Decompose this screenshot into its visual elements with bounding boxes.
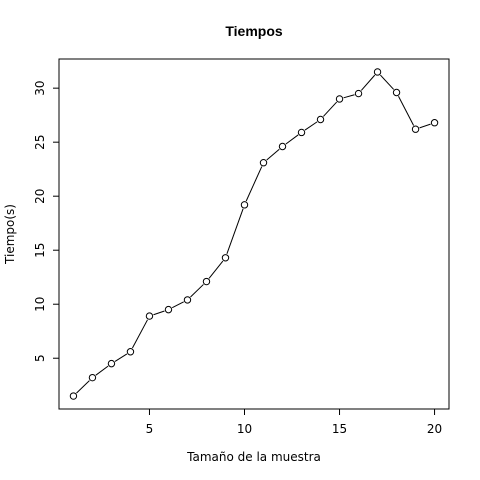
series-segment (226, 208, 244, 254)
data-point (145, 312, 154, 320)
y-tick-label: 20 (33, 189, 47, 204)
series-segment (419, 123, 431, 129)
y-axis-label: Tiempo(s) (3, 204, 17, 265)
series-segment (131, 319, 148, 349)
data-point (259, 159, 268, 167)
data-point (164, 305, 173, 314)
series-segment (323, 101, 338, 117)
series-segment (208, 260, 224, 279)
data-point (411, 125, 420, 133)
y-axis: 5 10 15 20 25 30 (33, 81, 59, 362)
series-segment (95, 365, 109, 376)
series-segment (360, 74, 376, 91)
x-tick-label: 20 (427, 422, 442, 436)
series-segment (153, 310, 165, 316)
data-point (278, 142, 287, 151)
series-segment (76, 380, 90, 394)
series-segment (380, 74, 395, 90)
plot-frame (58, 58, 450, 410)
data-point (373, 68, 382, 76)
series-segment (245, 166, 263, 202)
data-point (202, 277, 211, 286)
data-point (221, 254, 230, 262)
data-point (69, 392, 78, 400)
x-axis: 5 10 15 20 (146, 409, 442, 436)
y-tick-label: 30 (33, 81, 47, 96)
series-segment (285, 134, 299, 145)
data-point (335, 95, 344, 103)
data-point (430, 119, 439, 127)
y-tick-label: 25 (33, 135, 47, 150)
data-point (183, 296, 192, 304)
x-tick-label: 5 (146, 422, 154, 436)
series-segment (171, 301, 184, 309)
series-segment (266, 148, 280, 161)
data-point (107, 359, 116, 368)
data-point (354, 89, 363, 98)
series-segment (343, 94, 355, 99)
y-tick-label: 5 (33, 354, 47, 362)
series-segment (398, 95, 415, 126)
x-tick-label: 15 (332, 422, 347, 436)
y-tick-label: 10 (33, 297, 47, 312)
series-segment (190, 284, 204, 298)
data-point (392, 88, 401, 97)
series-segment (114, 353, 128, 362)
series-tiempos (69, 68, 439, 400)
data-point (316, 115, 325, 124)
data-point (88, 373, 97, 382)
chart-title: Tiempos (225, 23, 283, 39)
data-point (297, 128, 306, 137)
x-tick-label: 10 (237, 422, 252, 436)
y-tick-label: 15 (33, 243, 47, 258)
data-point (240, 201, 249, 209)
x-axis-label: Tamaño de la muestra (186, 450, 321, 464)
series-segment (304, 121, 318, 131)
data-point (126, 348, 135, 356)
